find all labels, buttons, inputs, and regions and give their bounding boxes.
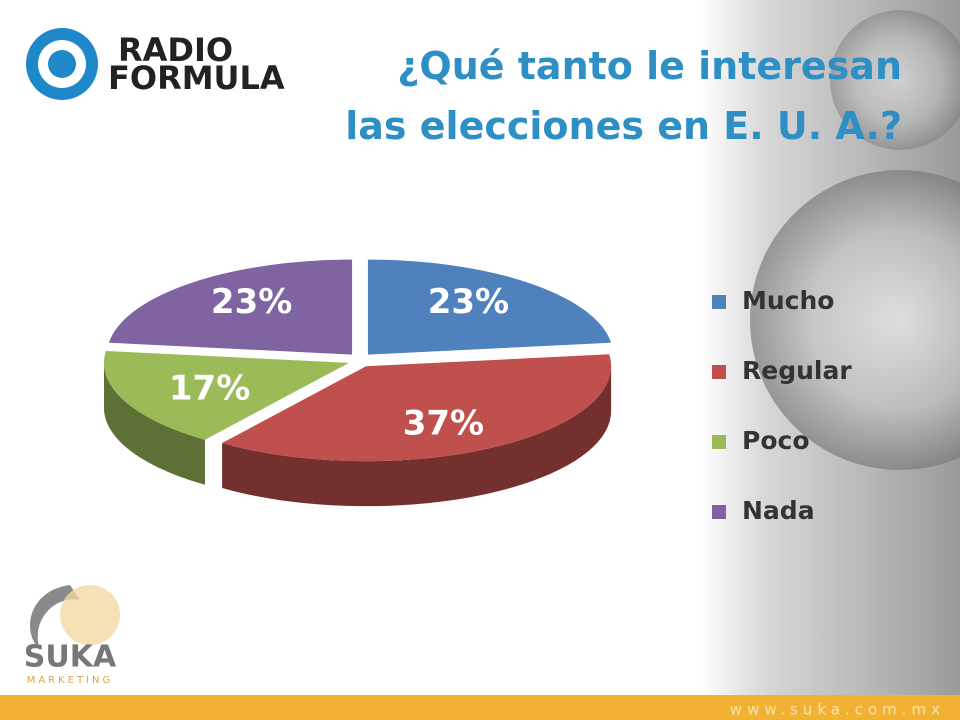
speaker: [830, 10, 960, 150]
footer-bar: [0, 695, 960, 720]
legend-swatch: [712, 435, 726, 449]
slice-side: [103, 362, 205, 485]
footer-url: www.suka.com.mx: [730, 701, 945, 719]
legend-swatch: [712, 295, 726, 309]
slice: [108, 259, 353, 355]
suka-text: MARKETING: [27, 675, 114, 686]
data-label: 23%: [211, 282, 292, 322]
suka-logo-shape: [60, 585, 120, 645]
slice: [367, 259, 612, 355]
suka-text: SUKA: [24, 640, 117, 675]
data-label: 17%: [169, 369, 250, 409]
slice: [103, 350, 349, 440]
legend-swatch: [712, 365, 726, 379]
logo-text: RADIO: [118, 31, 233, 69]
slice: [222, 354, 612, 462]
speaker: [750, 170, 960, 470]
logo-text: FORMULA: [108, 59, 285, 97]
chart-title: ¿Qué tanto le interesan las elecciones e…: [345, 44, 902, 148]
legend-label: Mucho: [742, 286, 834, 315]
legend-swatch: [712, 505, 726, 519]
data-label: 37%: [403, 404, 484, 444]
logo-circle: [48, 50, 76, 78]
slice-side: [222, 366, 612, 507]
suka-logo-shape: [30, 585, 80, 650]
data-label: 23%: [428, 282, 509, 322]
legend-label: Regular: [742, 356, 852, 385]
legend-label: Poco: [742, 426, 810, 455]
legend-label: Nada: [742, 496, 815, 525]
